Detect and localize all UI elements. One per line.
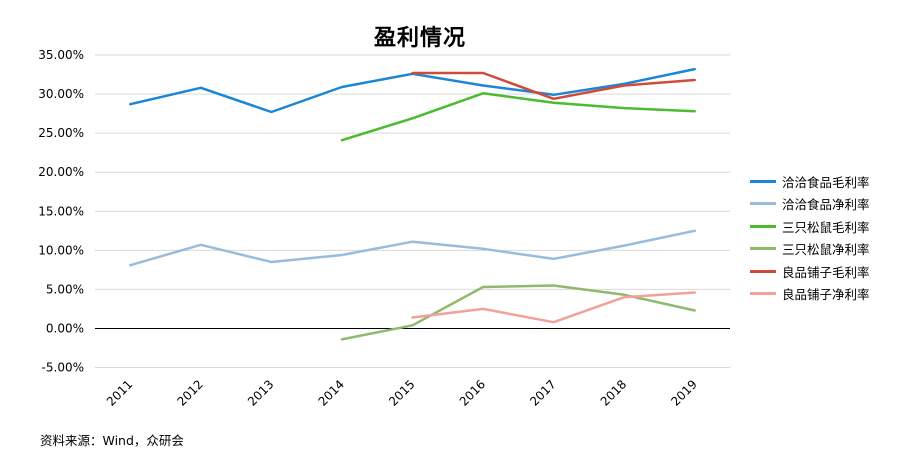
legend-swatch — [750, 247, 776, 251]
y-tick-label: 30.00% — [38, 87, 84, 101]
series-line-1 — [129, 67, 696, 114]
legend-label: 洽洽食品毛利率 — [782, 174, 870, 190]
legend-swatch — [750, 224, 776, 228]
legend-label: 洽洽食品净利率 — [782, 197, 870, 213]
x-tick-label: 2018 — [598, 377, 629, 408]
legend-swatch — [750, 269, 776, 273]
series-line-2 — [129, 229, 696, 267]
source-note: 资料来源：Wind，众研会 — [40, 433, 184, 448]
y-tick-label: 35.00% — [38, 48, 84, 62]
legend-swatch — [750, 292, 776, 296]
y-tick-label: -5.00% — [42, 361, 84, 375]
legend-label: 三只松鼠净利率 — [782, 242, 870, 258]
x-tick-label: 2017 — [527, 377, 558, 408]
chart-title: 盈利情况 — [373, 26, 466, 51]
x-tick-label: 2014 — [316, 377, 347, 408]
legend-swatch — [750, 179, 776, 183]
y-tick-label: 5.00% — [46, 282, 84, 296]
legend-item: 良品铺子毛利率 — [750, 260, 870, 283]
legend-label: 良品铺子毛利率 — [782, 264, 870, 280]
legend-swatch — [750, 202, 776, 206]
x-tick-label: 2019 — [668, 377, 699, 408]
x-tick-label: 2012 — [174, 377, 205, 408]
gridlines — [95, 54, 730, 368]
y-tick-label: 10.00% — [38, 243, 84, 257]
series-lines — [129, 67, 696, 341]
y-tick-label: 0.00% — [46, 321, 84, 335]
series-line-6 — [411, 291, 696, 324]
x-tick-label: 2015 — [386, 377, 417, 408]
y-tick-label: 25.00% — [38, 126, 84, 140]
x-tick-label: 2016 — [457, 377, 488, 408]
y-tick-label: 20.00% — [38, 165, 84, 179]
x-tick-label: 2011 — [104, 377, 135, 408]
legend-item: 洽洽食品净利率 — [750, 193, 870, 216]
y-axis-tick-labels: 35.00% 30.00% 25.00% 20.00% 15.00% 10.00% 5.00… — [38, 48, 84, 375]
legend-item: 三只松鼠净利率 — [750, 238, 870, 261]
series-line-5 — [411, 71, 696, 101]
y-tick-label: 15.00% — [38, 204, 84, 218]
legend-item: 洽洽食品毛利率 — [750, 170, 870, 193]
x-axis-tick-labels: 2011 2012 2013 2014 2015 2016 2017 2018 2019 — [104, 377, 700, 408]
legend: 洽洽食品毛利率 洽洽食品净利率 三只松鼠毛利率 三只松鼠净利率 良品铺子毛利率 良品铺子净… — [750, 170, 870, 305]
series-line-3 — [340, 92, 696, 142]
legend-label: 三只松鼠毛利率 — [782, 219, 870, 235]
legend-item: 三只松鼠毛利率 — [750, 215, 870, 238]
series-line-4 — [340, 284, 696, 341]
legend-item: 良品铺子净利率 — [750, 283, 870, 306]
x-tick-label: 2013 — [245, 377, 276, 408]
legend-label: 良品铺子净利率 — [782, 287, 870, 303]
